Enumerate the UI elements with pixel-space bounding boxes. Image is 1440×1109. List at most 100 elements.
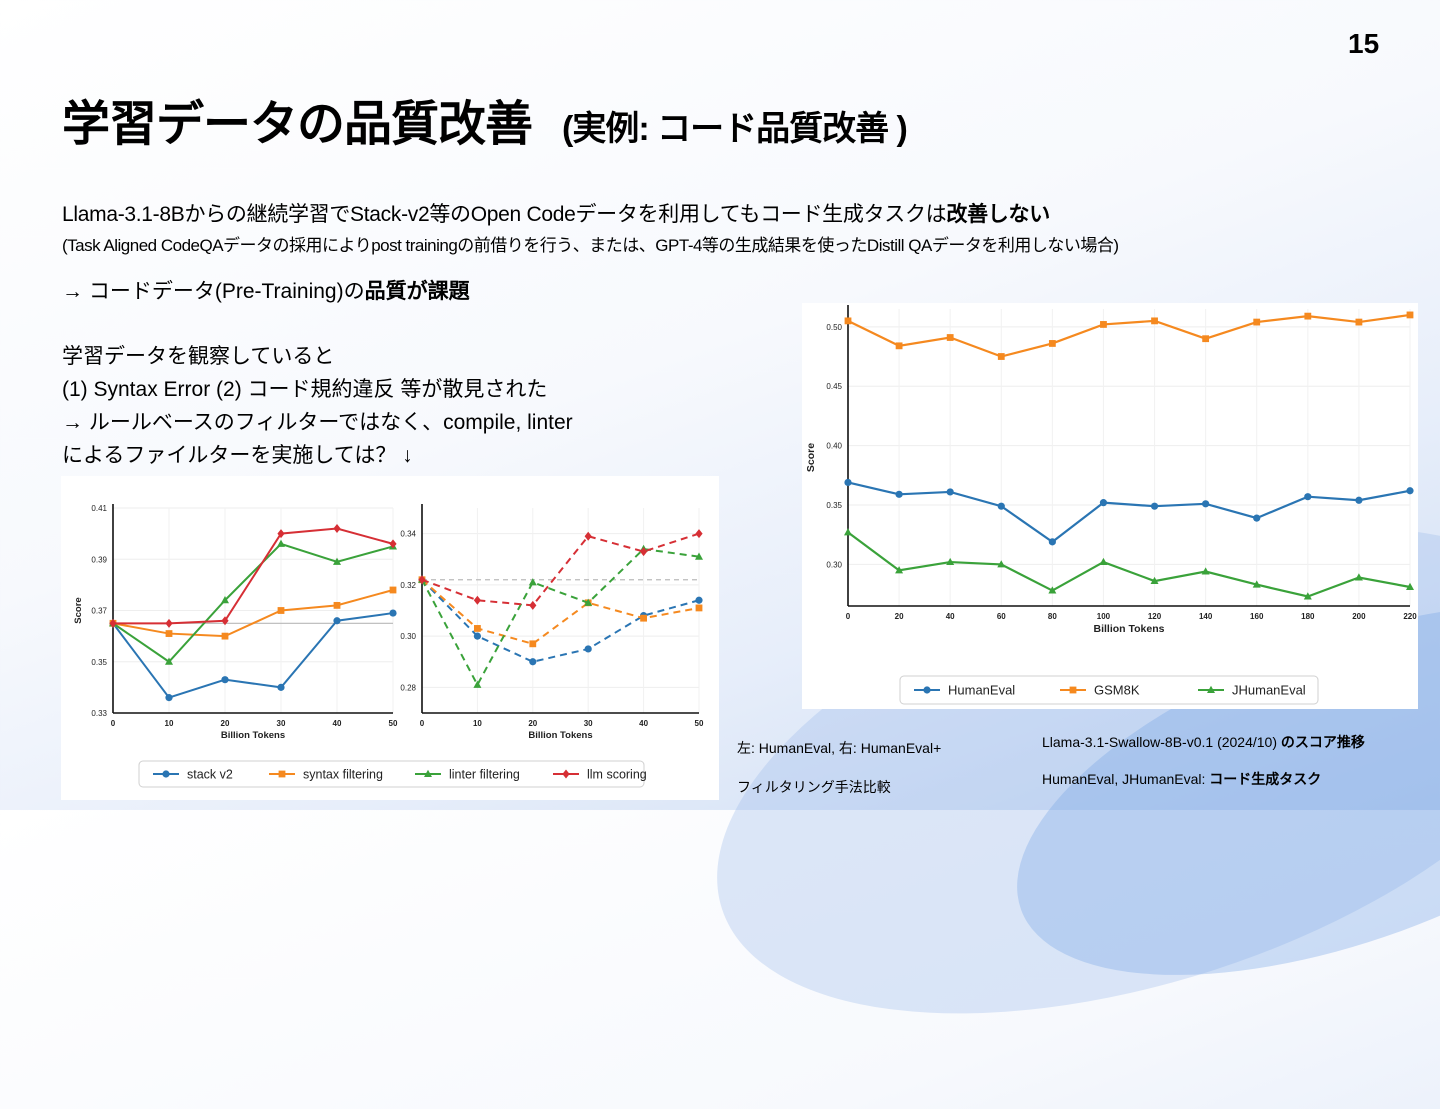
page-number: 15 xyxy=(1348,28,1380,59)
observation-line: → ルールベースのフィルターではなく、compile, linter xyxy=(62,411,573,434)
x-tick-label: 120 xyxy=(1148,612,1162,621)
data-point-gsm8k xyxy=(1253,318,1261,326)
series-line-linter-filtering xyxy=(421,547,700,687)
data-point-gsm8k xyxy=(844,317,852,325)
data-point-stack-v2 xyxy=(584,645,592,653)
y-tick-label: 0.37 xyxy=(91,607,107,616)
x-tick-label: 200 xyxy=(1352,612,1366,621)
observation-line: (1) Syntax Error (2) コード規約違反 等が散見された xyxy=(62,378,548,401)
data-point-humaneval xyxy=(1355,496,1363,504)
caption-right-2-bold: コード生成タスク xyxy=(1209,771,1322,787)
statement-text: Llama-3.1-8Bからの継続学習でStack-v2等のOpen Codeデ… xyxy=(62,203,947,226)
data-point-gsm8k xyxy=(946,334,954,341)
x-tick-label: 10 xyxy=(165,719,174,728)
data-point-stack-v2 xyxy=(277,683,285,691)
data-point-gsm8k xyxy=(997,353,1005,360)
caption-right-1-bold: のスコア推移 xyxy=(1280,734,1365,750)
statement-line: Llama-3.1-8Bからの継続学習でStack-v2等のOpen Codeデ… xyxy=(62,198,1050,228)
data-point-humaneval xyxy=(1099,499,1108,507)
series-line-llm-scoring xyxy=(421,532,700,607)
data-point-gsm8k xyxy=(1048,340,1056,347)
legend-label-llm-scoring: llm scoring xyxy=(587,768,647,782)
x-axis-label: Billion Tokens xyxy=(1094,623,1165,635)
legend-label-stack-v2: stack v2 xyxy=(187,768,233,782)
x-tick-label: 20 xyxy=(895,612,904,621)
data-point-llm-scoring xyxy=(418,575,426,585)
x-tick-label: 0 xyxy=(846,612,851,621)
data-point-jhumaneval xyxy=(946,557,955,566)
data-point-stack-v2 xyxy=(695,596,703,604)
conclusion-text: → コードデータ(Pre-Training)の xyxy=(62,280,365,303)
statement-note: (Task Aligned CodeQAデータの採用によりpost traini… xyxy=(62,236,1119,255)
legend-label-linter-filtering: linter filtering xyxy=(449,768,520,782)
y-tick-label: 0.30 xyxy=(826,560,842,569)
series-line-llm-scoring xyxy=(113,527,394,625)
data-point-llm-scoring xyxy=(473,595,481,605)
legend-box xyxy=(138,760,645,788)
series-line-jhumaneval xyxy=(847,531,1411,598)
data-point-humaneval xyxy=(1150,502,1159,510)
data-point-humaneval xyxy=(844,478,852,487)
x-tick-label: 50 xyxy=(389,719,398,728)
x-tick-label: 30 xyxy=(277,719,286,728)
data-point-llm-scoring xyxy=(165,618,173,628)
x-tick-label: 10 xyxy=(473,719,482,728)
legend-marker-humaneval xyxy=(923,686,931,694)
data-point-gsm8k xyxy=(1100,321,1107,328)
data-point-humaneval xyxy=(997,502,1005,510)
data-point-stack-v2 xyxy=(529,658,537,666)
data-point-gsm8k xyxy=(1406,311,1414,319)
data-point-jhumaneval xyxy=(1252,580,1261,588)
data-point-linter-filtering xyxy=(528,578,537,586)
y-tick-label: 0.39 xyxy=(91,555,107,564)
data-point-humaneval xyxy=(1304,493,1312,501)
data-point-jhumaneval xyxy=(997,560,1006,568)
legend-label-humaneval: HumanEval xyxy=(948,683,1015,698)
observation-block: 学習データを観察していると (1) Syntax Error (2) コード規約… xyxy=(62,340,573,472)
title-main: 学習データの品質改善 xyxy=(62,98,533,151)
data-point-linter-filtering xyxy=(221,596,229,604)
y-tick-label: 0.33 xyxy=(91,709,107,718)
data-point-syntax-filtering xyxy=(277,607,285,614)
data-point-gsm8k xyxy=(1355,318,1363,326)
data-point-syntax-filtering xyxy=(165,630,173,637)
caption-left-1: 左: HumanEval, 右: HumanEval+ xyxy=(737,740,942,756)
statement-emphasis: 改善しない xyxy=(946,203,1050,226)
conclusion-emphasis: 品質が課題 xyxy=(364,280,470,303)
x-tick-label: 220 xyxy=(1403,612,1417,621)
legend-box xyxy=(899,675,1319,705)
data-point-syntax-filtering xyxy=(640,614,647,622)
legend-marker-gsm8k xyxy=(1069,686,1077,694)
x-tick-label: 140 xyxy=(1199,612,1213,621)
data-point-stack-v2 xyxy=(221,676,229,684)
data-point-jhumaneval xyxy=(1354,573,1363,581)
data-point-syntax-filtering xyxy=(333,601,341,609)
x-axis-label: Billion Tokens xyxy=(528,730,592,741)
x-tick-label: 40 xyxy=(333,719,342,728)
data-point-llm-scoring xyxy=(529,600,537,610)
caption-right-2-text: HumanEval, JHumanEval: xyxy=(1042,771,1210,787)
y-tick-label: 0.41 xyxy=(91,504,107,513)
slide-title: 学習データの品質改善 (実例: コード品質改善 ) xyxy=(62,84,908,154)
x-tick-label: 20 xyxy=(528,719,537,728)
y-tick-label: 0.35 xyxy=(91,658,107,667)
data-point-humaneval xyxy=(1202,500,1210,508)
observation-line: によるファイルターを実施しては？ ↓ xyxy=(62,444,413,467)
x-tick-label: 40 xyxy=(946,612,955,621)
data-point-stack-v2 xyxy=(165,694,173,702)
data-point-syntax-filtering xyxy=(221,632,229,640)
legend-marker-llm-scoring xyxy=(562,769,570,779)
y-axis-label: Score xyxy=(805,443,817,472)
data-point-llm-scoring xyxy=(333,524,341,533)
data-point-gsm8k xyxy=(1151,317,1158,325)
data-point-linter-filtering xyxy=(584,598,593,606)
data-point-linter-filtering xyxy=(165,657,173,665)
data-point-humaneval xyxy=(1406,487,1414,495)
data-point-llm-scoring xyxy=(640,547,648,557)
data-point-jhumaneval xyxy=(1150,576,1159,585)
legend-marker-jhumaneval xyxy=(1207,685,1215,693)
y-tick-label: 0.30 xyxy=(400,632,416,641)
series-line-syntax-filtering xyxy=(421,578,700,645)
data-point-humaneval xyxy=(1253,514,1261,522)
data-point-jhumaneval xyxy=(844,528,852,536)
